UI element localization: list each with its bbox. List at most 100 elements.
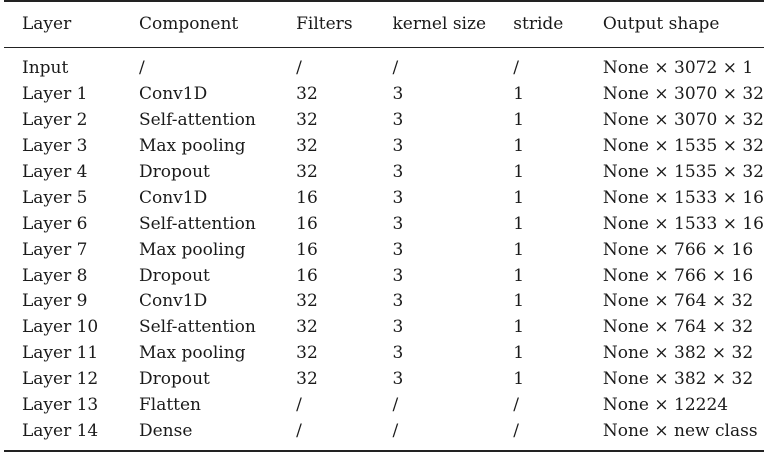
cell-layer: Layer 14	[22, 420, 99, 441]
cell-filters: /	[296, 395, 302, 416]
table-row: Layer 7 Max pooling 16 3 1 None × 766 × 16	[4, 237, 764, 263]
cell-stride: 1	[513, 110, 525, 131]
cell-kernel-size: /	[392, 58, 399, 79]
cell-layer: Layer 12	[22, 369, 99, 390]
table-header: Layer Component Filters kernel size stri…	[4, 1, 764, 48]
cell-filters: 16	[296, 213, 318, 234]
layer-table: Layer Component Filters kernel size stri…	[4, 0, 764, 452]
cell-output-shape: None × 764 × 32	[602, 291, 754, 312]
cell-component: Conv1D	[138, 291, 208, 312]
cell-component: Flatten	[138, 395, 202, 416]
cell-component: Max pooling	[138, 343, 246, 364]
cell-stride: 1	[513, 369, 525, 390]
cell-kernel-size: 3	[392, 187, 404, 208]
cell-output-shape: None × 764 × 32	[602, 317, 754, 338]
cell-output-shape: None × 766 × 16	[602, 265, 754, 286]
header-kernel-size: kernel size	[392, 14, 487, 34]
table-row: Layer 4 Dropout 32 3 1 None × 1535 × 32	[4, 160, 764, 186]
cell-layer: Layer 6	[22, 213, 88, 234]
cell-layer: Layer 4	[22, 162, 88, 182]
cell-kernel-size: /	[392, 395, 399, 416]
cell-component: Dropout	[138, 265, 210, 286]
cell-filters: 32	[296, 317, 318, 338]
cell-filters: 32	[296, 291, 318, 312]
cell-output-shape: None × new class	[602, 420, 758, 441]
cell-layer: Layer 3	[22, 136, 88, 157]
cell-layer: Layer 9	[22, 291, 88, 312]
header-layer: Layer	[22, 14, 72, 34]
cell-component: Conv1D	[138, 84, 208, 105]
table-row: Layer 9 Conv1D 32 3 1 None × 764 × 32	[4, 289, 764, 315]
cell-output-shape: None × 3070 × 32	[602, 110, 764, 131]
cell-output-shape: None × 766 × 16	[602, 239, 754, 260]
cell-stride: 1	[513, 162, 525, 182]
table-row: Layer 8 Dropout 16 3 1 None × 766 × 16	[4, 263, 764, 289]
cell-output-shape: None × 1533 × 16	[602, 213, 764, 234]
table-row: Layer 3 Max pooling 32 3 1 None × 1535 × 32	[4, 134, 764, 160]
header-row: Layer Component Filters kernel size stri…	[4, 1, 764, 48]
cell-output-shape: None × 3070 × 32	[602, 84, 764, 105]
cell-layer: Layer 5	[22, 187, 88, 208]
header-stride: stride	[513, 14, 564, 34]
cell-layer: Input	[22, 58, 69, 79]
cell-layer: Layer 13	[22, 395, 99, 416]
cell-component: Self-attention	[138, 110, 256, 131]
cell-component: Dense	[138, 420, 193, 441]
cell-filters: 16	[296, 265, 318, 286]
header-component: Component	[138, 14, 239, 34]
cell-component: /	[138, 58, 145, 79]
cell-filters: 32	[296, 343, 318, 364]
cell-kernel-size: 3	[392, 136, 404, 157]
cell-kernel-size: 3	[392, 213, 404, 234]
cell-component: Max pooling	[138, 136, 246, 157]
cell-filters: 16	[296, 187, 318, 208]
cell-layer: Layer 11	[22, 343, 99, 364]
cell-output-shape: None × 382 × 32	[602, 369, 754, 390]
cell-kernel-size: /	[392, 420, 399, 441]
cell-layer: Layer 2	[22, 110, 88, 131]
cell-kernel-size: 3	[392, 369, 404, 390]
cell-kernel-size: 3	[392, 317, 404, 338]
cell-component: Conv1D	[138, 187, 208, 208]
cell-output-shape: None × 1535 × 32	[602, 162, 764, 182]
table-row: Input / / / / None × 3072 × 1	[4, 48, 764, 82]
cell-kernel-size: 3	[392, 291, 404, 312]
cell-stride: 1	[513, 317, 525, 338]
cell-component: Dropout	[138, 162, 210, 182]
table-row: Layer 10 Self-attention 32 3 1 None × 764 × 3…	[4, 315, 764, 341]
cell-stride: 1	[513, 291, 525, 312]
cell-component: Self-attention	[138, 213, 256, 234]
cell-filters: 32	[296, 162, 318, 182]
cell-filters: 32	[296, 369, 318, 390]
cell-stride: 1	[513, 136, 525, 157]
cell-component: Max pooling	[138, 239, 246, 260]
cell-stride: 1	[513, 84, 525, 105]
cell-layer: Layer 7	[22, 239, 88, 260]
cell-stride: /	[513, 420, 519, 441]
cell-filters: 32	[296, 110, 318, 131]
table-row: Layer 11 Max pooling 32 3 1 None × 382 × 32	[4, 341, 764, 367]
cell-kernel-size: 3	[392, 110, 404, 131]
cell-layer: Layer 1	[22, 84, 88, 105]
layer-table-container: Layer Component Filters kernel size stri…	[4, 0, 764, 452]
cell-stride: 1	[513, 239, 525, 260]
table-row: Layer 5 Conv1D 16 3 1 None × 1533 × 16	[4, 185, 764, 211]
cell-kernel-size: 3	[392, 343, 404, 364]
cell-output-shape: None × 12224	[602, 395, 729, 416]
cell-stride: 1	[513, 213, 525, 234]
table-row: Layer 6 Self-attention 16 3 1 None × 1533 × 1…	[4, 211, 764, 237]
cell-stride: 1	[513, 265, 525, 286]
table-row: Layer 12 Dropout 32 3 1 None × 382 × 32	[4, 367, 764, 393]
cell-stride: /	[513, 395, 519, 416]
cell-output-shape: None × 1533 × 16	[602, 187, 764, 208]
table-body: Input / / / / None × 3072 × 1 Layer 1 Conv1D 32 3…	[4, 48, 764, 452]
table-row: Layer 1 Conv1D 32 3 1 None × 3070 × 32	[4, 82, 764, 108]
cell-kernel-size: 3	[392, 265, 404, 286]
table-row: Layer 14 Dense / / / None × new class	[4, 418, 764, 452]
cell-layer: Layer 8	[22, 265, 88, 286]
cell-filters: 32	[296, 136, 318, 157]
table-row: Layer 2 Self-attention 32 3 1 None × 3070 × 3…	[4, 108, 764, 134]
cell-kernel-size: 3	[392, 239, 404, 260]
cell-output-shape: None × 3072 × 1	[602, 58, 754, 79]
cell-filters: /	[296, 58, 302, 79]
